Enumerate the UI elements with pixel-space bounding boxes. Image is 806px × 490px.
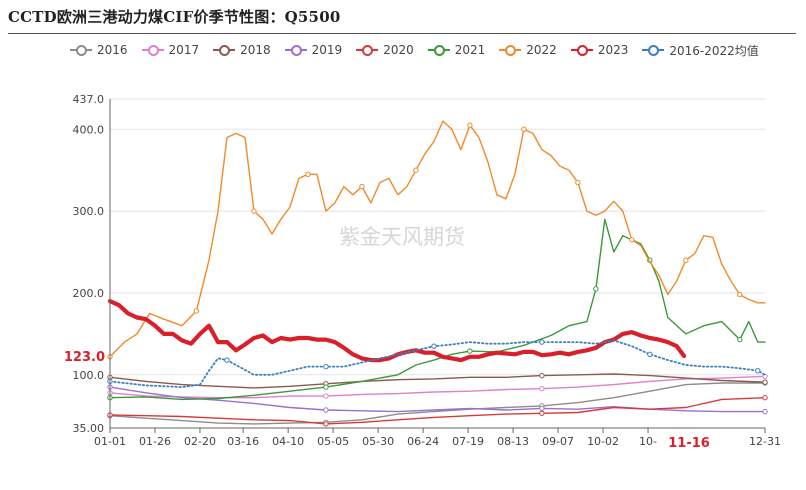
x-tick-label: 08-13: [497, 435, 529, 448]
series-line-2017: [109, 375, 766, 399]
legend-label: 2022: [526, 43, 557, 57]
series-point-2020: [762, 395, 768, 401]
x-tick-label: 01-01: [94, 435, 126, 448]
legend-item[interactable]: 2022: [499, 43, 557, 57]
series-point-2018: [539, 372, 545, 379]
legend-symbol-icon: [141, 44, 164, 56]
chart-title: CCTD欧洲三港动力煤CIF价季节性图：Q5500: [8, 8, 341, 26]
series-point-2022: [521, 126, 527, 132]
series-point-2020: [323, 421, 329, 427]
series-point-2016-2022均值: [431, 343, 437, 349]
title-underline: [8, 33, 796, 34]
series-point-2016-2022均值: [647, 351, 653, 358]
axes: 35.00 100.0 200.0 300.0 400.0 437.0 01-01 01-26…: [61, 93, 781, 451]
series-point-2016-2022均值: [224, 357, 230, 363]
series-point-2022: [629, 237, 635, 243]
series-point-2022: [737, 291, 743, 298]
series-point-2022: [683, 257, 689, 263]
series-line-2022: [109, 120, 766, 358]
legend-item[interactable]: 2016-2022均值: [642, 42, 759, 59]
y-tick-label: 35.00: [73, 422, 105, 435]
series-line-2016: [109, 382, 766, 425]
legend-item[interactable]: 2021: [427, 43, 486, 57]
grid: [110, 98, 765, 429]
series-point-2016-2022均值: [755, 368, 761, 374]
legend-symbol-icon: [70, 44, 92, 56]
x-tick-label: 10-: [639, 435, 657, 448]
series-point-2021: [737, 336, 743, 343]
series-point-2019: [323, 407, 329, 413]
series-point-2020: [539, 410, 545, 416]
legend-label: 2023: [597, 43, 629, 57]
series-point-2021: [467, 348, 473, 354]
legend-label: 2018: [240, 43, 271, 57]
legend-symbol-icon: [427, 44, 450, 56]
series-point-2022: [193, 308, 200, 314]
legend-symbol-icon: [213, 44, 236, 56]
legend-label: 2017: [168, 43, 200, 57]
y-tick-label: 300.0: [73, 205, 105, 218]
legend-item[interactable]: 2017: [141, 43, 200, 57]
current-value-label: 123.0: [64, 350, 105, 365]
legend-label: 2021: [454, 43, 486, 57]
series-point-2022: [467, 122, 473, 128]
series-point-2017: [539, 386, 545, 392]
series-line-2020: [109, 397, 766, 425]
x-tick-label: 05-30: [362, 435, 394, 448]
legend-symbol-icon: [284, 44, 307, 56]
y-tick-label: 200.0: [73, 287, 105, 300]
x-tick-label: 05-05: [317, 435, 349, 448]
legend-label: 2019: [311, 43, 343, 57]
current-value-bg: [61, 346, 107, 364]
series-group: [107, 120, 768, 427]
series-point-2019: [539, 405, 545, 412]
legend-item[interactable]: 2016: [70, 43, 128, 57]
series-point-2018: [762, 379, 768, 385]
legend-label: 2020: [383, 43, 414, 57]
y-tick-label: 437.0: [73, 93, 105, 106]
series-point-2019: [762, 408, 768, 415]
legend-label: 2016-2022均值: [669, 43, 759, 58]
series-point-2022: [413, 167, 419, 173]
x-tick-label: 03-16: [227, 435, 259, 448]
legend-label: 2016: [97, 43, 128, 57]
series-point-2016-2022均值: [323, 363, 329, 370]
legend-item[interactable]: 2018: [213, 43, 271, 57]
x-tick-label: 07-19: [452, 435, 484, 448]
legend-item[interactable]: 2023: [570, 43, 629, 57]
x-tick-label: 09-07: [542, 435, 574, 448]
series-point-2022: [575, 179, 581, 186]
series-point-2016-2022均值: [539, 339, 545, 345]
legend-symbol-icon: [356, 44, 379, 56]
series-point-2021: [593, 286, 599, 292]
series-point-2017: [323, 393, 329, 399]
x-tick-label: 10-02: [587, 435, 619, 448]
x-tick-label: 06-24: [407, 435, 439, 448]
x-tick-label: 12-31: [749, 435, 781, 448]
series-line-2018: [109, 373, 766, 389]
legend-symbol-icon: [499, 44, 522, 56]
x-tick-label: 01-26: [139, 435, 171, 448]
x-tick-label: 04-10: [272, 435, 304, 448]
y-tick-label: 100.0: [73, 369, 105, 382]
legend-item[interactable]: 2019: [284, 43, 343, 57]
series-point-2022: [251, 208, 257, 214]
series-line-2021: [109, 218, 766, 401]
series-point-2022: [359, 183, 365, 190]
y-tick-label: 400.0: [73, 123, 105, 136]
x-tick-label: 02-20: [184, 435, 216, 448]
legend: 2016 2017 2018 2019 2020 2021 2022 2023 2016-202…: [70, 40, 773, 60]
legend-item[interactable]: 2020: [356, 43, 414, 57]
date-marker-label: 11-16: [668, 436, 710, 451]
series-point-2022: [305, 171, 311, 177]
watermark: 紫金天风期货: [339, 225, 465, 249]
legend-symbol-icon: [642, 44, 665, 56]
series-point-2021: [323, 384, 329, 390]
legend-symbol-icon: [570, 44, 593, 56]
